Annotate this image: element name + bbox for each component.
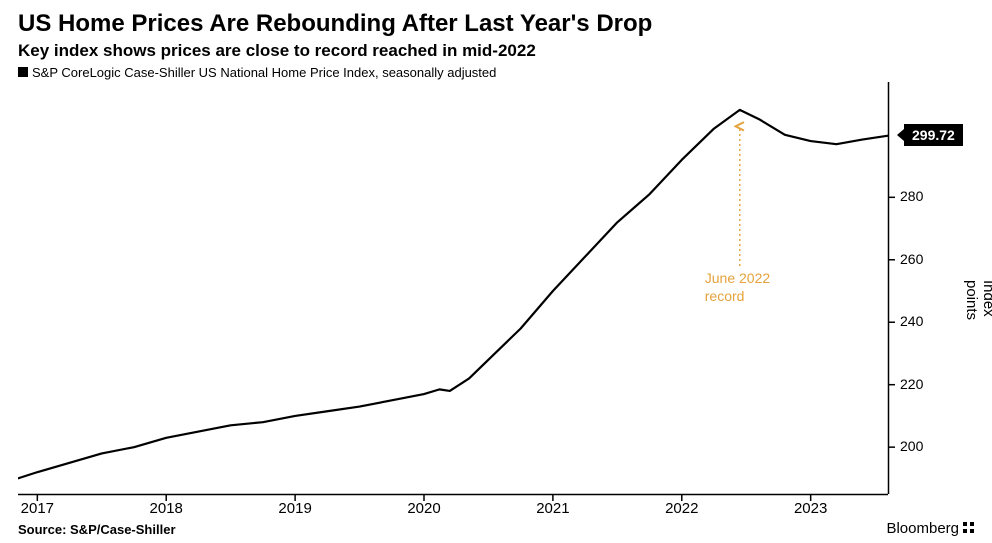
x-tick-label: 2022 [665,500,698,517]
x-tick-label: 2017 [21,500,54,517]
y-tick-label: 220 [900,376,923,392]
annotation-label: June 2022record [705,270,770,305]
x-tick-label: 2019 [278,500,311,517]
source-label: Source: S&P/Case-Shiller [18,522,176,537]
legend-label: S&P CoreLogic Case-Shiller US National H… [32,65,496,80]
legend-marker [18,67,28,77]
chart-subtitle: Key index shows prices are close to reco… [18,41,974,61]
y-tick-label: 240 [900,313,923,329]
x-tick-label: 2018 [150,500,183,517]
last-value-flag: 299.72 [904,124,963,146]
chart-area: 2002202402602802017201820192020202120222… [18,80,974,510]
y-axis-title: Index points [963,280,992,320]
brand-text: Bloomberg [886,520,959,537]
brand-icon [963,522,974,533]
x-tick-label: 2021 [536,500,569,517]
y-tick-label: 200 [900,438,923,454]
y-tick-label: 260 [900,251,923,267]
y-tick-label: 280 [900,188,923,204]
brand-label: Bloomberg [886,520,974,537]
x-tick-label: 2020 [407,500,440,517]
line-chart-svg [18,80,974,510]
chart-title: US Home Prices Are Rebounding After Last… [18,10,974,39]
x-tick-label: 2023 [794,500,827,517]
chart-legend: S&P CoreLogic Case-Shiller US National H… [18,65,974,80]
